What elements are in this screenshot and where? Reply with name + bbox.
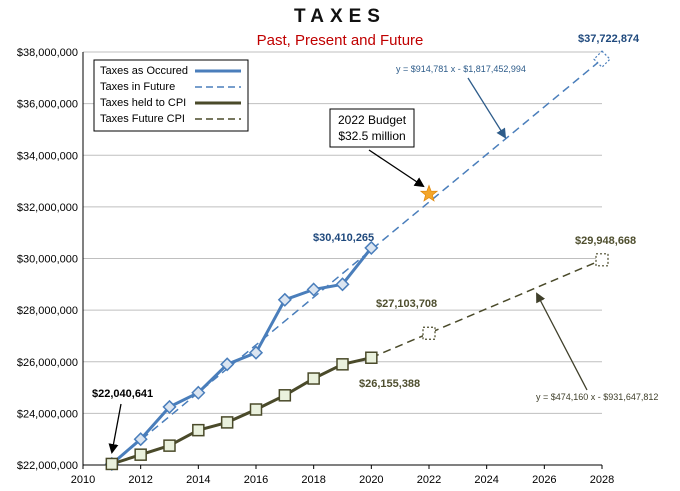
data-point-cpi bbox=[365, 351, 378, 364]
y-tick-label: $36,000,000 bbox=[17, 99, 78, 111]
chart-title: TAXES bbox=[294, 6, 386, 27]
data-point-future bbox=[593, 50, 611, 69]
equation-blue: y = $914,781 x - $1,817,452,994 bbox=[396, 64, 526, 74]
cpi-2028-label: $29,948,668 bbox=[575, 235, 636, 247]
series-line-taxes-held-to-cpi bbox=[111, 356, 372, 466]
x-tick-label: 2010 bbox=[71, 474, 95, 486]
future-2028-label: $37,722,874 bbox=[578, 33, 640, 45]
equation-olive: y = $474,160 x - $931,647,812 bbox=[536, 392, 658, 402]
legend-label-actual: Taxes as Occured bbox=[100, 65, 188, 77]
budget-callout-line2: $32.5 million bbox=[338, 129, 405, 143]
cpi-2020-label: $26,155,388 bbox=[359, 378, 420, 390]
data-point-cpi bbox=[336, 358, 349, 371]
data-point-cpi bbox=[192, 423, 205, 437]
data-point-actual bbox=[191, 385, 206, 400]
x-tick-label: 2014 bbox=[186, 474, 210, 486]
series-line-taxes-as-occured bbox=[110, 246, 373, 466]
data-point-future-cpi bbox=[595, 253, 609, 267]
data-point-actual bbox=[162, 399, 177, 414]
data-point-cpi bbox=[163, 439, 176, 452]
x-tick-label: 2028 bbox=[590, 474, 614, 486]
start-value-arrow bbox=[108, 403, 122, 454]
y-tick-label: $34,000,000 bbox=[17, 150, 78, 162]
x-tick-label: 2020 bbox=[359, 474, 383, 486]
equation-blue-arrow bbox=[467, 77, 507, 139]
data-point-actual bbox=[248, 345, 264, 360]
legend-label-future: Taxes in Future bbox=[100, 81, 175, 93]
start-value-label: $22,040,641 bbox=[92, 388, 153, 400]
data-point-actual bbox=[133, 432, 148, 447]
y-tick-label: $32,000,000 bbox=[17, 202, 78, 214]
y-tick-label: $30,000,000 bbox=[17, 254, 78, 266]
legend-label-future-cpi: Taxes Future CPI bbox=[100, 113, 185, 125]
x-tick-label: 2018 bbox=[301, 474, 325, 486]
data-point-cpi bbox=[249, 403, 263, 416]
y-tick-label: $38,000,000 bbox=[17, 47, 78, 59]
legend-label-cpi: Taxes held to CPI bbox=[100, 97, 186, 109]
actual-2020-label: $30,410,265 bbox=[313, 232, 374, 244]
data-point-actual bbox=[364, 240, 379, 255]
x-tick-labels: 2010 2012 2014 2016 2018 2020 2022 2024 2026 2028 bbox=[71, 465, 614, 486]
data-point-future-cpi bbox=[422, 326, 436, 340]
grid-layer bbox=[83, 51, 602, 414]
y-tick-label: $24,000,000 bbox=[17, 408, 78, 420]
y-tick-labels: $22,000,000 $24,000,000 $26,000,000 $28,000… bbox=[17, 47, 78, 472]
data-point-cpi bbox=[105, 457, 119, 471]
x-tick-label: 2012 bbox=[128, 474, 152, 486]
data-point-actual bbox=[277, 292, 292, 307]
legend: Taxes as Occured Taxes in Future Taxes h… bbox=[93, 59, 249, 132]
x-tick-label: 2024 bbox=[474, 474, 498, 486]
data-point-cpi bbox=[278, 389, 292, 402]
x-tick-label: 2022 bbox=[417, 474, 441, 486]
data-point-actual bbox=[335, 277, 350, 292]
budget-callout-box bbox=[329, 108, 415, 148]
budget-callout-arrow bbox=[368, 149, 425, 188]
y-tick-label: $28,000,000 bbox=[17, 305, 78, 317]
series-layer bbox=[110, 58, 603, 466]
axes-layer bbox=[82, 52, 602, 466]
x-tick-label: 2016 bbox=[244, 474, 268, 486]
data-point-cpi bbox=[220, 416, 234, 429]
cpi-2022-label: $27,103,708 bbox=[376, 298, 437, 310]
budget-callout: 2022 Budget $32.5 million bbox=[329, 108, 425, 188]
y-tick-label: $22,000,000 bbox=[17, 460, 78, 472]
chart-subtitle: Past, Present and Future bbox=[256, 32, 424, 49]
equation-olive-arrow bbox=[536, 292, 588, 391]
y-tick-label: $26,000,000 bbox=[17, 357, 78, 369]
budget-callout-line1: 2022 Budget bbox=[338, 113, 407, 127]
x-tick-label: 2026 bbox=[532, 474, 556, 486]
data-point-cpi bbox=[134, 448, 147, 461]
series-line-taxes-future-cpi bbox=[371, 259, 603, 359]
budget-star-marker bbox=[419, 184, 439, 202]
data-point-cpi bbox=[307, 372, 320, 385]
data-point-actual bbox=[306, 282, 321, 297]
marker-layer bbox=[104, 50, 611, 472]
data-point-actual bbox=[220, 357, 235, 372]
